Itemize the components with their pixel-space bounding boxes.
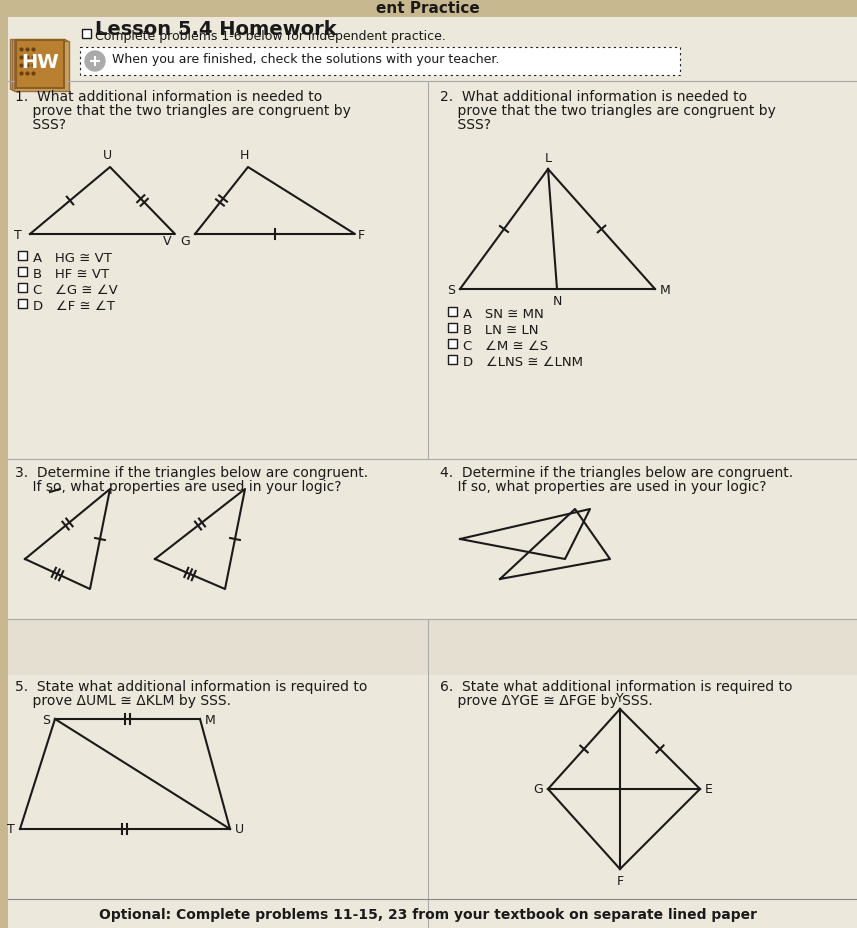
Text: T: T [15,228,22,241]
Bar [18,300,27,309]
Text: 5.  State what additional information is required to: 5. State what additional information is … [15,679,368,693]
Text: If so, what properties are used in your logic?: If so, what properties are used in your … [15,480,341,494]
Bar [0,620,857,676]
Bar [448,308,457,316]
Text: L: L [544,152,552,165]
Text: SSS?: SSS? [440,118,491,132]
Text: prove ΔUML ≅ ΔKLM by SSS.: prove ΔUML ≅ ΔKLM by SSS. [15,693,231,707]
Text: A   SN ≅ MN: A SN ≅ MN [463,308,543,321]
Text: 1.  What additional information is needed to: 1. What additional information is needed… [15,90,322,104]
Text: ent Practice: ent Practice [376,1,480,16]
Text: B   LN ≅ LN: B LN ≅ LN [463,324,538,337]
Text: U: U [235,822,244,835]
Text: T: T [7,822,15,835]
Text: H: H [239,148,249,161]
Bar [10,40,65,90]
Text: If so, what properties are used in your logic?: If so, what properties are used in your … [440,480,766,494]
Bar [12,41,67,91]
Text: E: E [705,782,713,795]
Text: SSS?: SSS? [15,118,66,132]
Text: prove ΔYGE ≅ ΔFGE by SSS.: prove ΔYGE ≅ ΔFGE by SSS. [440,693,653,707]
Text: F: F [358,228,365,241]
Bar [18,267,27,277]
Text: V: V [163,235,171,248]
Bar [18,284,27,292]
Text: M: M [205,713,216,726]
Text: N: N [552,295,561,308]
Text: F: F [616,874,624,887]
Bar [0,0,857,18]
Text: G: G [533,782,543,795]
Bar [16,41,64,89]
Bar [448,340,457,349]
Text: D   ∠LNS ≅ ∠LNM: D ∠LNS ≅ ∠LNM [463,355,583,368]
Text: prove that the two triangles are congruent by: prove that the two triangles are congrue… [15,104,351,118]
Bar [448,355,457,365]
Text: U: U [103,148,111,161]
Circle shape [85,52,105,72]
Bar [18,251,27,261]
Text: D   ∠F ≅ ∠T: D ∠F ≅ ∠T [33,300,115,313]
Bar [80,48,680,76]
Text: S: S [447,283,455,296]
Text: 6.  State what additional information is required to: 6. State what additional information is … [440,679,793,693]
Text: Y: Y [616,691,624,704]
Text: 3.  Determine if the triangles below are congruent.: 3. Determine if the triangles below are … [15,466,369,480]
Bar [14,42,69,92]
Bar [0,0,8,928]
Text: A   HG ≅ VT: A HG ≅ VT [33,251,112,264]
Text: M: M [660,283,671,296]
Text: C   ∠M ≅ ∠S: C ∠M ≅ ∠S [463,340,548,353]
Text: Optional: Complete problems 11-15, 23 from your textbook on separate lined paper: Optional: Complete problems 11-15, 23 fr… [99,907,757,921]
Text: G: G [180,235,190,248]
Text: prove that the two triangles are congruent by: prove that the two triangles are congrue… [440,104,776,118]
Text: When you are finished, check the solutions with your teacher.: When you are finished, check the solutio… [112,53,500,66]
Text: HW: HW [21,53,59,72]
Text: B   HF ≅ VT: B HF ≅ VT [33,267,109,280]
Text: Complete problems 1-6 below for independent practice.: Complete problems 1-6 below for independ… [95,30,446,43]
Text: Lesson 5.4 Homework: Lesson 5.4 Homework [95,20,337,39]
Text: S: S [42,713,50,726]
Bar [82,30,91,39]
Bar [448,324,457,332]
Text: 2.  What additional information is needed to: 2. What additional information is needed… [440,90,747,104]
Text: C   ∠G ≅ ∠V: C ∠G ≅ ∠V [33,284,117,297]
Text: 4.  Determine if the triangles below are congruent.: 4. Determine if the triangles below are … [440,466,793,480]
